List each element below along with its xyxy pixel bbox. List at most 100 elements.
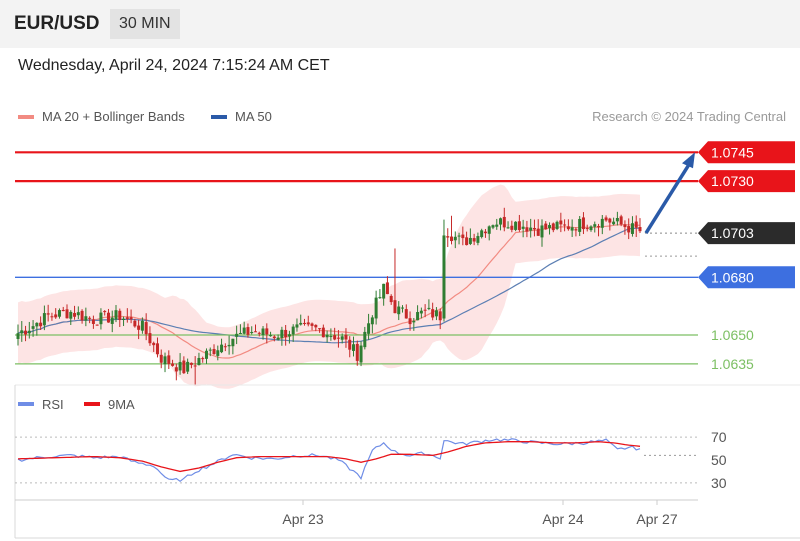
level-label-4: 1.0650	[711, 327, 754, 343]
candle	[250, 326, 254, 335]
candle-body	[27, 330, 31, 334]
candle-body	[133, 320, 137, 327]
candle	[506, 221, 510, 229]
candle	[472, 233, 476, 246]
candle	[159, 349, 163, 369]
candle	[24, 325, 28, 342]
candle	[404, 304, 408, 319]
candle-body	[69, 311, 73, 319]
candle	[16, 324, 20, 346]
candle	[280, 326, 284, 346]
candle	[65, 304, 69, 319]
candle	[223, 343, 227, 352]
candle-body	[227, 344, 231, 347]
candle	[201, 356, 205, 363]
candle-body	[99, 312, 103, 325]
candle	[593, 221, 597, 233]
candle-body	[416, 312, 420, 321]
timeframe-badge[interactable]: 30 MIN	[110, 9, 180, 39]
candle	[551, 222, 555, 233]
candle-body	[483, 231, 487, 234]
candle-body	[491, 225, 495, 228]
candle-body	[502, 216, 506, 228]
candle	[416, 305, 420, 321]
candle	[393, 248, 397, 314]
candle-body	[35, 322, 39, 327]
candle-body	[159, 354, 163, 363]
candle	[548, 222, 552, 235]
candle	[125, 308, 129, 323]
candle-body	[578, 218, 582, 232]
candle-body	[615, 217, 619, 222]
candle	[359, 341, 363, 367]
candle-body	[597, 226, 601, 228]
candle	[570, 219, 574, 237]
candle	[208, 347, 212, 357]
candle-body	[363, 331, 367, 348]
candle-body	[284, 329, 288, 338]
candle-body	[321, 327, 325, 338]
candle-body	[393, 300, 397, 314]
candle	[438, 308, 442, 330]
candle-body	[442, 235, 446, 319]
candle	[57, 308, 61, 319]
candle-body	[201, 358, 205, 360]
candle-body	[544, 223, 548, 230]
bollinger-band	[18, 184, 640, 389]
candle-body	[382, 283, 386, 299]
candle	[231, 338, 235, 355]
candle	[502, 207, 506, 232]
candle-body	[189, 362, 193, 365]
candle-body	[299, 322, 303, 325]
candle	[31, 320, 35, 337]
candle	[261, 326, 265, 340]
candle-body	[42, 313, 46, 326]
candle-body	[125, 317, 129, 319]
candle	[61, 306, 65, 312]
candle	[276, 334, 280, 341]
candle-body	[295, 324, 299, 328]
ma9-swatch	[84, 402, 100, 406]
candle-body	[465, 237, 469, 246]
candle-body	[276, 337, 280, 340]
candle-body	[525, 227, 529, 232]
candle	[604, 215, 608, 222]
candle	[174, 363, 178, 381]
candle	[122, 316, 126, 327]
candle	[204, 348, 208, 364]
candle	[106, 308, 110, 323]
candle	[235, 325, 239, 345]
candle	[54, 308, 58, 319]
candle	[284, 324, 288, 346]
candle	[272, 335, 276, 342]
candle-body	[344, 334, 348, 340]
candle	[468, 228, 472, 246]
candle-body	[84, 316, 88, 321]
candle	[517, 214, 521, 232]
candle	[491, 224, 495, 230]
candle	[140, 317, 144, 334]
candle	[76, 306, 80, 320]
candle	[333, 327, 337, 341]
candle	[216, 345, 220, 361]
candle-body	[257, 332, 261, 334]
candle-body	[152, 342, 156, 346]
candle-body	[212, 348, 216, 355]
candle-body	[593, 224, 597, 227]
candle-body	[272, 336, 276, 339]
candle-body	[186, 361, 190, 372]
candle-body	[570, 227, 574, 231]
ma20-swatch	[18, 114, 34, 119]
candle	[318, 328, 322, 333]
candle	[182, 356, 186, 374]
candle-body	[506, 227, 510, 229]
candle	[525, 220, 529, 238]
candle-body	[129, 317, 133, 320]
candle-body	[178, 361, 182, 371]
candle-body	[65, 309, 69, 319]
candle	[487, 225, 491, 241]
candle	[178, 353, 182, 375]
candle	[336, 330, 340, 348]
candle-body	[182, 360, 186, 374]
candle	[514, 221, 518, 232]
